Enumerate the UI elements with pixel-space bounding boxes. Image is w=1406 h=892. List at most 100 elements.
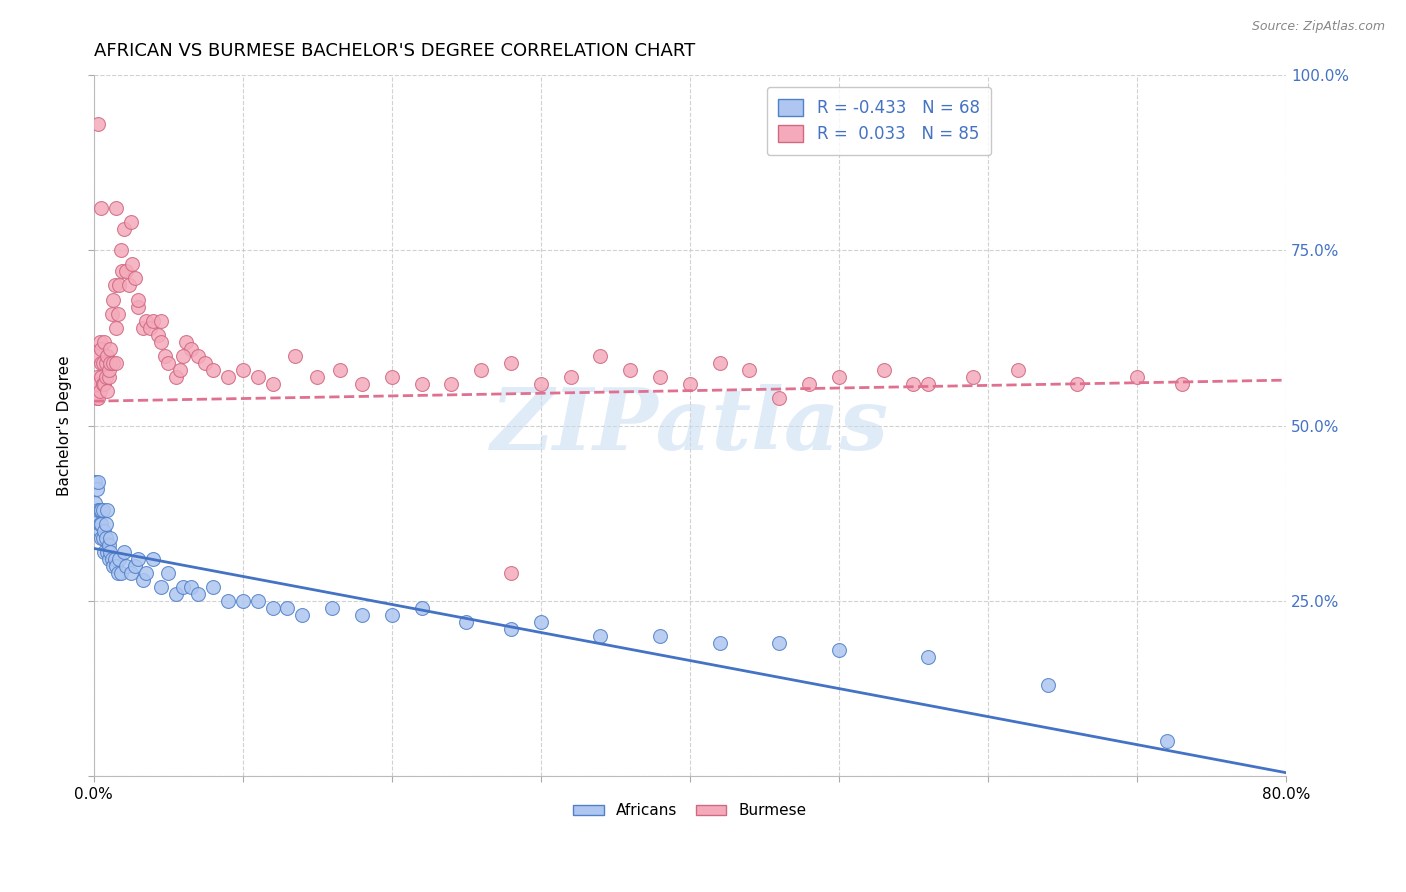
- Point: [828, 643, 851, 657]
- Point: [100, 552, 122, 566]
- Point: [828, 369, 851, 384]
- Point: [86, 369, 108, 384]
- Point: [797, 376, 820, 391]
- Point: [111, 264, 134, 278]
- Point: [108, 552, 131, 566]
- Point: [120, 566, 142, 580]
- Point: [440, 376, 463, 391]
- Point: [679, 376, 702, 391]
- Point: [1036, 678, 1059, 692]
- Point: [738, 362, 761, 376]
- Point: [87, 391, 110, 405]
- Point: [329, 362, 352, 376]
- Point: [217, 369, 239, 384]
- Point: [100, 306, 122, 320]
- Point: [132, 573, 155, 587]
- Point: [97, 362, 120, 376]
- Point: [103, 552, 125, 566]
- Point: [91, 356, 114, 370]
- Point: [157, 566, 180, 580]
- Point: [1170, 376, 1192, 391]
- Point: [172, 580, 194, 594]
- Point: [97, 552, 120, 566]
- Point: [232, 362, 254, 376]
- Point: [103, 278, 125, 293]
- Point: [108, 278, 131, 293]
- Point: [90, 516, 112, 531]
- Point: [411, 601, 433, 615]
- Point: [127, 300, 149, 314]
- Point: [321, 601, 343, 615]
- Point: [86, 509, 108, 524]
- Point: [112, 545, 135, 559]
- Point: [142, 552, 165, 566]
- Point: [87, 475, 110, 489]
- Point: [127, 552, 149, 566]
- Point: [194, 356, 217, 370]
- Point: [201, 580, 224, 594]
- Point: [709, 356, 731, 370]
- Point: [124, 271, 146, 285]
- Point: [589, 349, 612, 363]
- Point: [87, 503, 110, 517]
- Point: [127, 293, 149, 307]
- Point: [87, 509, 110, 524]
- Point: [560, 369, 582, 384]
- Point: [648, 629, 671, 643]
- Point: [499, 622, 522, 636]
- Point: [98, 342, 121, 356]
- Point: [217, 594, 239, 608]
- Point: [232, 594, 254, 608]
- Point: [456, 615, 478, 629]
- Point: [201, 362, 224, 376]
- Point: [98, 531, 121, 545]
- Point: [872, 362, 894, 376]
- Point: [135, 566, 157, 580]
- Point: [1007, 362, 1029, 376]
- Point: [149, 313, 172, 327]
- Point: [105, 320, 128, 334]
- Point: [187, 349, 209, 363]
- Point: [165, 587, 187, 601]
- Point: [350, 607, 373, 622]
- Point: [121, 257, 143, 271]
- Point: [381, 607, 404, 622]
- Point: [187, 587, 209, 601]
- Point: [97, 369, 120, 384]
- Point: [97, 538, 120, 552]
- Point: [91, 503, 114, 517]
- Point: [589, 629, 612, 643]
- Point: [89, 516, 111, 531]
- Point: [96, 545, 118, 559]
- Point: [93, 524, 115, 538]
- Point: [84, 496, 107, 510]
- Point: [174, 334, 197, 349]
- Point: [94, 356, 117, 370]
- Point: [115, 264, 138, 278]
- Point: [499, 566, 522, 580]
- Point: [120, 215, 142, 229]
- Point: [84, 475, 107, 489]
- Point: [124, 558, 146, 573]
- Point: [169, 362, 191, 376]
- Point: [93, 334, 115, 349]
- Point: [246, 594, 269, 608]
- Text: AFRICAN VS BURMESE BACHELOR'S DEGREE CORRELATION CHART: AFRICAN VS BURMESE BACHELOR'S DEGREE COR…: [94, 42, 695, 60]
- Point: [139, 320, 162, 334]
- Point: [149, 580, 172, 594]
- Point: [110, 566, 132, 580]
- Text: Source: ZipAtlas.com: Source: ZipAtlas.com: [1251, 20, 1385, 33]
- Point: [90, 342, 112, 356]
- Point: [499, 356, 522, 370]
- Point: [96, 384, 118, 398]
- Point: [110, 244, 132, 258]
- Point: [98, 356, 121, 370]
- Point: [962, 369, 984, 384]
- Point: [94, 369, 117, 384]
- Point: [90, 503, 112, 517]
- Point: [530, 376, 553, 391]
- Point: [86, 391, 108, 405]
- Point: [709, 636, 731, 650]
- Point: [96, 503, 118, 517]
- Point: [172, 349, 194, 363]
